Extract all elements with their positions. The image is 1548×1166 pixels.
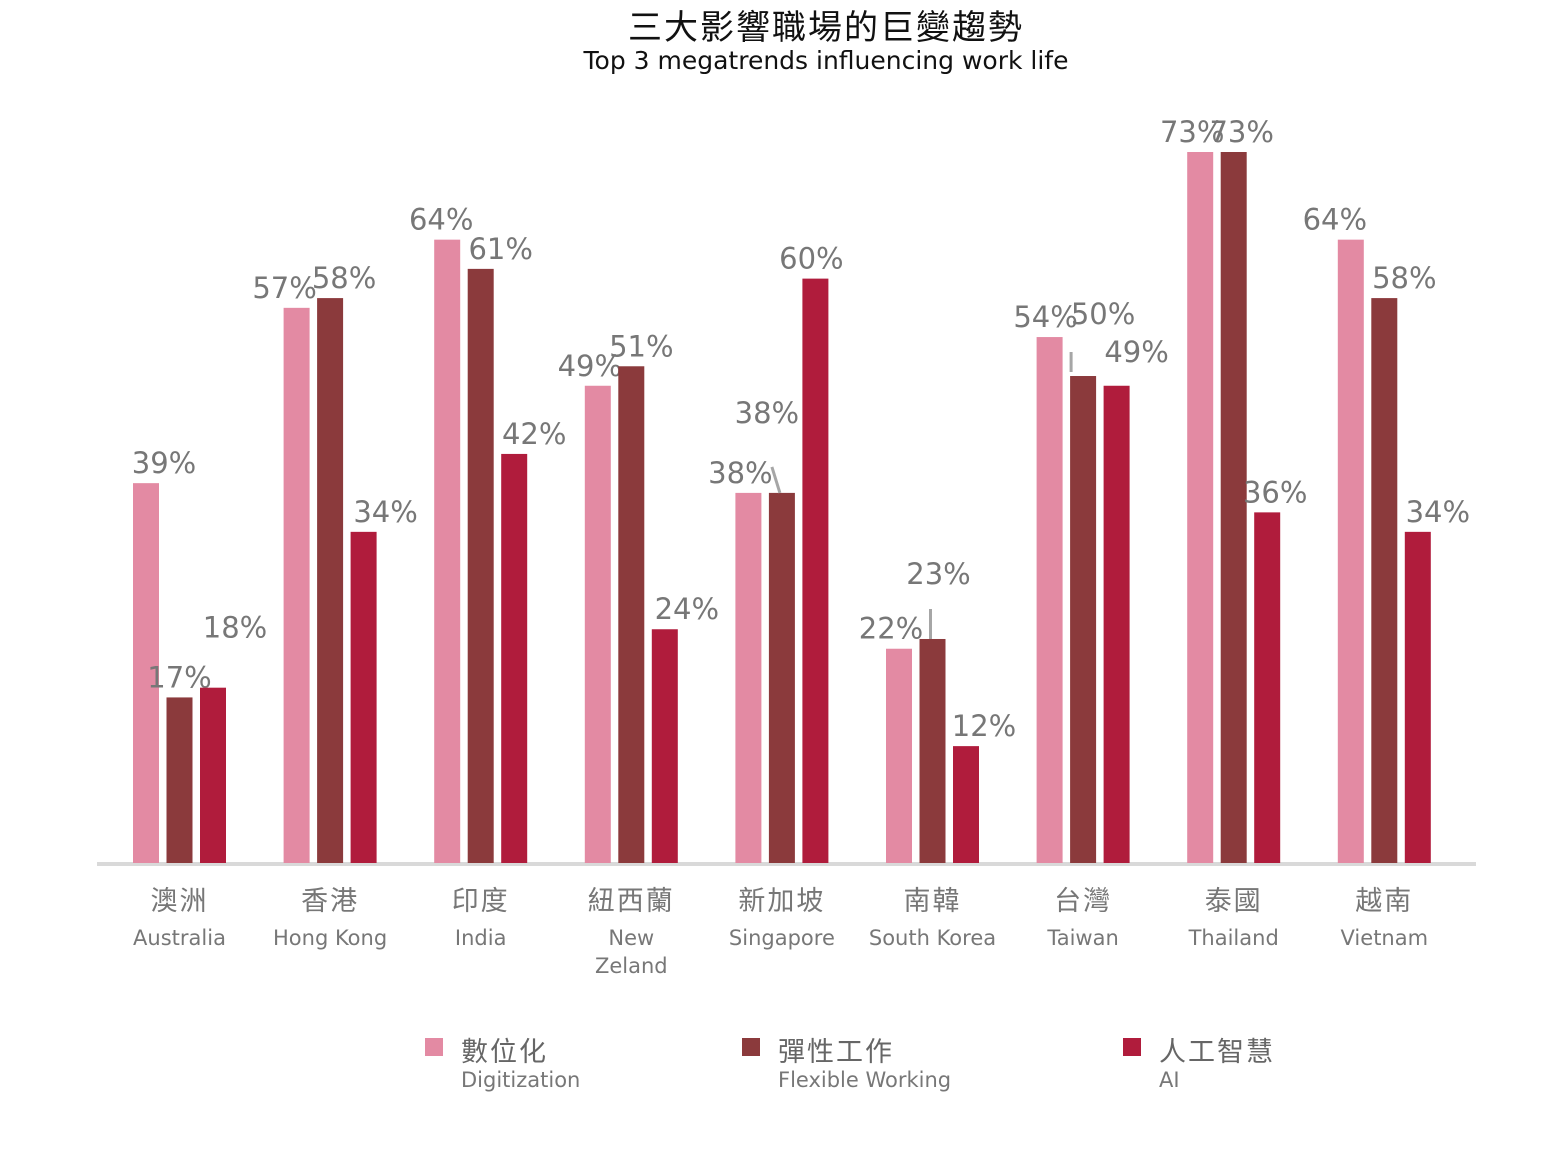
data-label-vietnam-flexible-working: 58% [1372,261,1436,295]
legend-swatch [742,1038,760,1056]
category-label-en: New [608,926,654,950]
bar-australia-ai [200,687,226,863]
bar-hong-kong-flexible-working [317,298,344,863]
legend-label-en: Flexible Working [778,1068,952,1092]
bar-new-zeland-ai [651,629,678,863]
category-label-zh: 泰國 [1205,886,1263,917]
data-label-india-ai: 42% [502,417,566,451]
bar-south-korea-digitization [886,648,912,863]
bar-india-flexible-working [467,268,494,863]
category-label-en: Vietnam [1341,926,1429,950]
bar-new-zeland-flexible-working [618,366,645,863]
bar-thailand-flexible-working [1220,152,1247,863]
legend-label-zh: 彈性工作 [778,1037,894,1068]
category-label-zh: 越南 [1355,886,1413,917]
bar-australia-flexible-working [166,697,193,863]
category-label-en: South Korea [869,926,996,950]
bar-taiwan-ai [1103,385,1130,863]
bar-thailand-digitization [1187,152,1214,863]
data-label-singapore-ai: 60% [779,242,843,276]
data-label-vietnam-ai: 34% [1406,495,1470,529]
category-label-en: Hong Kong [273,926,387,950]
data-label-australia-digitization: 39% [132,446,196,480]
category-label-en: Thailand [1188,926,1279,950]
legend-label-en: AI [1159,1068,1180,1092]
data-label-new-zeland-flexible-working: 51% [609,329,673,363]
legend-label-en: Digitization [461,1068,581,1092]
bar-south-korea-flexible-working [919,638,946,863]
legend-swatch [425,1038,443,1056]
data-label-south-korea-flexible-working: 23% [906,557,970,591]
data-label-hong-kong-ai: 34% [353,495,417,529]
category-label-zh: 台灣 [1054,886,1112,917]
data-label-thailand-digitization: 73% [1160,115,1224,149]
chart-title-zh: 三大影響職場的巨變趨勢 [628,8,1024,48]
bar-hong-kong-ai [350,531,377,863]
legend-swatch [1123,1038,1141,1056]
label-leader-line [770,466,782,494]
data-label-india-digitization: 64% [409,203,473,237]
bar-singapore-flexible-working [768,492,795,863]
data-label-south-korea-digitization: 22% [859,612,923,646]
bar-india-digitization [434,239,461,863]
category-label-en: Australia [133,926,226,950]
bar-taiwan-flexible-working [1070,376,1097,863]
data-label-new-zeland-digitization: 49% [558,349,622,383]
data-label-india-flexible-working: 61% [468,232,532,266]
data-label-taiwan-digitization: 54% [1013,300,1077,334]
category-label-zh: 香港 [301,886,359,917]
data-label-singapore-digitization: 38% [708,456,772,490]
data-label-hong-kong-digitization: 57% [252,271,316,305]
legend-label-zh: 人工智慧 [1159,1037,1275,1068]
category-label-zh: 紐西蘭 [588,886,675,917]
data-label-singapore-flexible-working: 38% [735,396,799,430]
data-label-hong-kong-flexible-working: 58% [312,261,376,295]
bar-vietnam-flexible-working [1371,298,1398,863]
bar-south-korea-ai [953,746,979,863]
data-label-new-zeland-ai: 24% [655,592,719,626]
data-label-taiwan-ai: 49% [1104,335,1168,369]
data-label-australia-ai: 18% [203,611,267,645]
bar-australia-digitization [133,483,159,863]
category-label-en: Singapore [729,926,835,950]
bar-thailand-ai [1254,512,1281,863]
bar-hong-kong-digitization [283,307,310,864]
data-label-south-korea-ai: 12% [952,709,1016,743]
category-label-en: Zeland [595,954,668,978]
data-label-vietnam-digitization: 64% [1303,203,1367,237]
category-label-zh: 南韓 [904,886,962,917]
bar-vietnam-digitization [1337,239,1364,863]
bar-taiwan-digitization [1036,337,1063,863]
data-label-thailand-ai: 36% [1243,475,1307,509]
category-label-en: India [455,926,507,950]
bar-new-zeland-digitization [584,385,611,863]
bar-india-ai [501,453,528,863]
category-label-zh: 新加坡 [738,886,825,917]
bar-vietnam-ai [1404,531,1431,863]
data-label-thailand-flexible-working: 73% [1209,115,1273,149]
bar-singapore-ai [802,278,829,863]
category-label-zh: 澳洲 [151,886,209,917]
category-label-en: Taiwan [1046,926,1118,950]
bar-singapore-digitization [735,492,762,863]
legend-label-zh: 數位化 [461,1037,548,1068]
chart-title-en: Top 3 megatrends influencing work life [583,46,1069,75]
data-label-taiwan-flexible-working: 50% [1071,297,1135,331]
category-label-zh: 印度 [452,886,510,917]
